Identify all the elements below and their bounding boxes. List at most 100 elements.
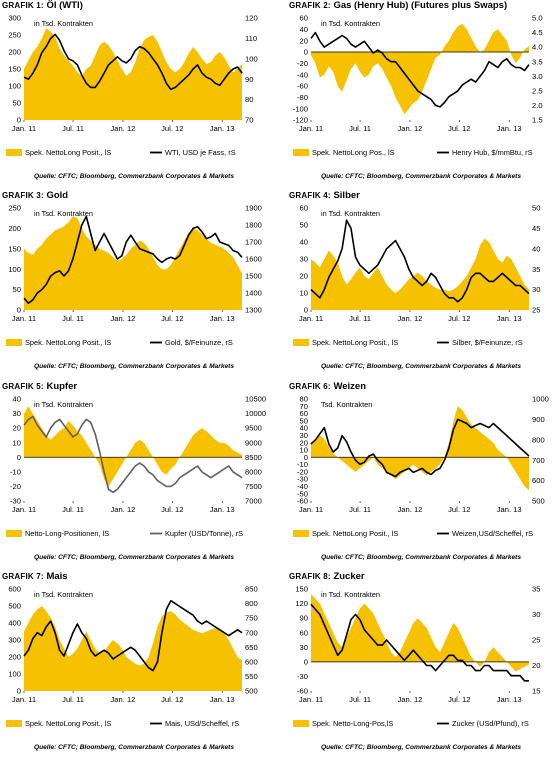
legend-swatch-area xyxy=(293,339,309,346)
right-tick-label: 25 xyxy=(532,636,540,645)
legend-label-line: Gold, $/Feinunze, rS xyxy=(165,338,233,347)
left-tick-label: -10 xyxy=(10,467,21,476)
x-tick-label: Jan. 11 xyxy=(299,505,323,514)
left-tick-label: 400 xyxy=(8,619,21,628)
chart-title-zucker: GRAFIK 8: Zucker xyxy=(289,571,365,582)
left-tick-label: 250 xyxy=(8,31,21,40)
left-tick-label: 60 xyxy=(300,14,308,23)
unit-label: in Tsd. Kontrakten xyxy=(34,400,93,409)
x-tick-label: Jan. 12 xyxy=(111,124,136,133)
right-tick-label: 650 xyxy=(245,643,258,652)
x-tick-label: Jul. 12 xyxy=(448,314,470,323)
chart-svg-gas: -120 -100 -80 -60 -40 -20 0 20 40 60 1.5 2.0 2.5 3.0 3… xyxy=(293,14,543,157)
legend-label-area: Spek. NettoLong Pos., lS xyxy=(312,148,395,157)
chart-title-kupfer: GRAFIK 5: Kupfer xyxy=(2,381,77,392)
source-note: Quelle: CFTC; Bloomberg, Commerzbank Cor… xyxy=(33,554,235,561)
left-tick-label: -60 xyxy=(297,687,308,696)
x-tick-label: Jan. 11 xyxy=(12,124,36,133)
source-note: Quelle: CFTC; Bloomberg, Commerzbank Cor… xyxy=(320,554,522,561)
right-tick-label: 700 xyxy=(245,628,258,637)
right-tick-label: 10000 xyxy=(245,409,266,418)
chart-title-prefix: GRAFIK 3: xyxy=(2,191,44,200)
chart-title-prefix: GRAFIK 5: xyxy=(2,382,44,391)
x-tick-label: Jul. 12 xyxy=(448,695,470,704)
legend-label-area: Spek. NettoLong Posit., lS xyxy=(312,338,398,347)
legend-swatch-area xyxy=(6,720,22,727)
chart-svg-silber: 0 10 20 30 40 50 60 25 30 35 40 45 50 Jan. 11 Jul. 11 J… xyxy=(293,204,540,347)
area-series-mais xyxy=(24,606,242,691)
left-tick-label: 40 xyxy=(300,238,308,247)
right-tick-label: 120 xyxy=(245,14,258,23)
right-tick-label: 8500 xyxy=(245,453,262,462)
left-tick-label: 200 xyxy=(8,653,21,662)
left-tick-label: -40 xyxy=(297,482,308,491)
right-tick-label: 35 xyxy=(532,585,540,594)
unit-label: in Tsd. Kontrakten xyxy=(34,590,93,599)
unit-label: in Tsd. Kontrakten xyxy=(321,590,380,599)
legend-label-area: Spek. NettoLong Posit., lS xyxy=(25,338,111,347)
unit-label: in Tsd. Kontrakten xyxy=(321,19,380,28)
chart-title-prefix: GRAFIK 2: xyxy=(289,1,331,10)
x-tick-label: Jan. 11 xyxy=(299,314,323,323)
source-note: Quelle: CFTC; Bloomberg, Commerzbank Cor… xyxy=(320,744,522,751)
line-series-silber xyxy=(310,219,530,303)
x-tick-label: Jul. 12 xyxy=(448,124,470,133)
legend-swatch-area xyxy=(293,720,309,727)
left-tick-label: 120 xyxy=(295,599,308,608)
x-tick-label: Jul. 11 xyxy=(62,124,84,133)
left-tick-label: 60 xyxy=(300,409,308,418)
left-tick-label: 20 xyxy=(300,36,308,45)
right-tick-label: 700 xyxy=(532,456,545,465)
legend-swatch-area xyxy=(6,339,22,346)
chart-svg-oel: 0 50 100 150 200 250 300 70 80 90 100 110 120 Jan. 11… xyxy=(6,14,258,157)
x-tick-label: Jan. 13 xyxy=(497,695,522,704)
right-tick-label: 2.5 xyxy=(532,86,543,95)
right-tick-label: 1.5 xyxy=(532,116,543,125)
area-series-gas xyxy=(311,23,529,115)
x-tick-label: Jul. 11 xyxy=(349,695,371,704)
line-series-gas xyxy=(310,31,530,108)
legend-swatch-area xyxy=(293,530,309,537)
legend-label-line: Kupfer (USD/Tonne), rS xyxy=(165,529,243,538)
left-tick-label: 30 xyxy=(300,431,308,440)
chart-panel-mais: GRAFIK 7: Mais 0 100 200 300 400 500 600 500 550 6… xyxy=(0,571,268,757)
right-tick-label: 110 xyxy=(245,34,257,43)
right-tick-label: 900 xyxy=(532,415,545,424)
x-tick-label: Jan. 11 xyxy=(12,695,36,704)
line-series-mais xyxy=(23,599,243,672)
chart-title-oel: GRAFIK 1: Öl (WTI) xyxy=(2,0,83,11)
left-tick-label: 90 xyxy=(300,614,308,623)
left-tick-label: 10 xyxy=(300,446,308,455)
right-tick-label: 3.5 xyxy=(532,57,543,66)
right-tick-label: 1400 xyxy=(245,289,262,298)
unit-label: in Tsd. Kontrakten xyxy=(34,19,93,28)
area-series-oel xyxy=(24,28,242,121)
right-tick-label: 5.0 xyxy=(532,14,543,23)
x-tick-label: Jan. 13 xyxy=(497,124,522,133)
left-tick-label: 10 xyxy=(300,289,308,298)
right-tick-label: 7000 xyxy=(245,497,262,506)
left-tick-label: -20 xyxy=(10,482,21,491)
left-tick-label: 70 xyxy=(300,402,308,411)
chart-title-text: Öl (WTI) xyxy=(46,0,83,11)
legend-label-line: WTI, USD je Fass, rS xyxy=(165,148,236,157)
right-tick-label: 9500 xyxy=(245,424,262,433)
x-tick-label: Jan. 12 xyxy=(111,505,136,514)
right-tick-label: 1900 xyxy=(245,204,262,213)
x-tick-label: Jan. 12 xyxy=(398,314,423,323)
x-tick-label: Jan. 13 xyxy=(210,505,235,514)
chart-title-prefix: GRAFIK 8: xyxy=(289,572,331,581)
right-tick-label: 600 xyxy=(245,657,258,666)
chart-svg-mais: 0 100 200 300 400 500 600 500 550 600 650 700 750 800… xyxy=(6,585,258,728)
source-note: Quelle: CFTC; Bloomberg, Commerzbank Cor… xyxy=(33,744,235,751)
source-note: Quelle: CFTC; Bloomberg, Commerzbank Cor… xyxy=(320,363,522,370)
chart-svg-kupfer: -30 -20 -10 0 10 20 30 40 7000 7500 8000 8500 9000 95… xyxy=(6,395,266,538)
legend-label-area: Netto-Long-Positionen, lS xyxy=(25,529,109,538)
chart-title-weizen: GRAFIK 6: Weizen xyxy=(289,381,366,392)
right-tick-label: 80 xyxy=(245,95,253,104)
left-tick-label: -100 xyxy=(293,104,308,113)
right-tick-label: 10500 xyxy=(245,395,266,404)
left-tick-label: 40 xyxy=(300,25,308,34)
left-tick-label: 300 xyxy=(8,14,21,23)
